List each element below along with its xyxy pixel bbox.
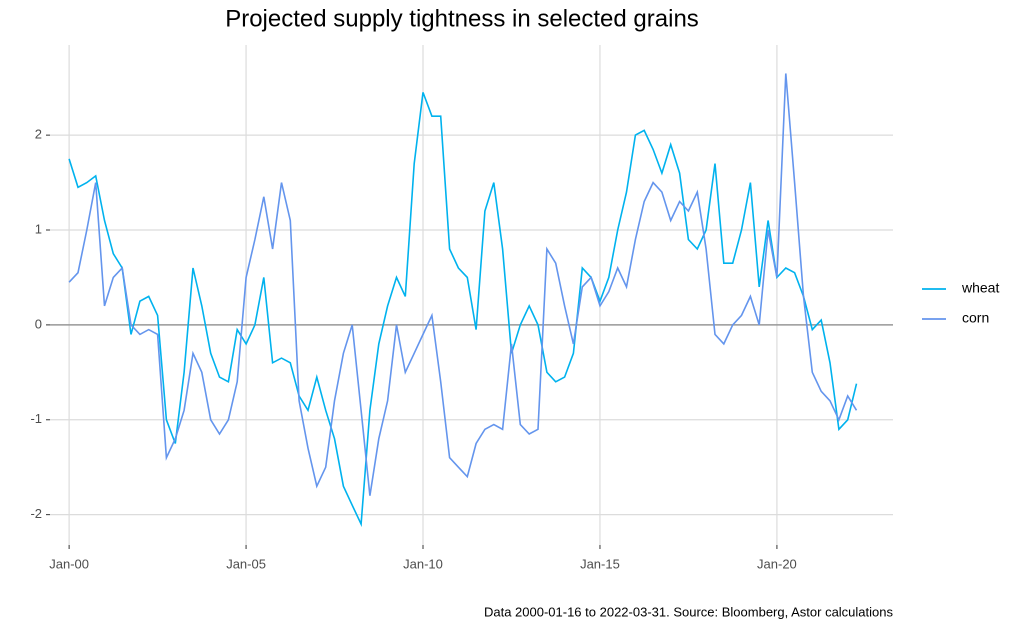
chart-title: Projected supply tightness in selected g… [225, 5, 699, 32]
y-tick-label: 2 [35, 127, 42, 142]
x-tick-label: Jan-20 [757, 556, 797, 571]
line-series [68, 92, 858, 528]
caption: Data 2000-01-16 to 2022-03-31. Source: B… [484, 604, 894, 619]
y-tick-label: 1 [35, 221, 42, 236]
x-tick-label: Jan-15 [580, 556, 620, 571]
y-tick-label: -2 [30, 506, 42, 521]
y-tick-label: -1 [30, 411, 42, 426]
x-tick-label: Jan-00 [49, 556, 89, 571]
x-tick-label: Jan-05 [226, 556, 266, 571]
legend-label: corn [962, 310, 989, 326]
legend-label: wheat [961, 280, 999, 296]
line-series [68, 73, 858, 496]
y-tick-label: 0 [35, 316, 42, 331]
x-tick-label: Jan-10 [403, 556, 443, 571]
